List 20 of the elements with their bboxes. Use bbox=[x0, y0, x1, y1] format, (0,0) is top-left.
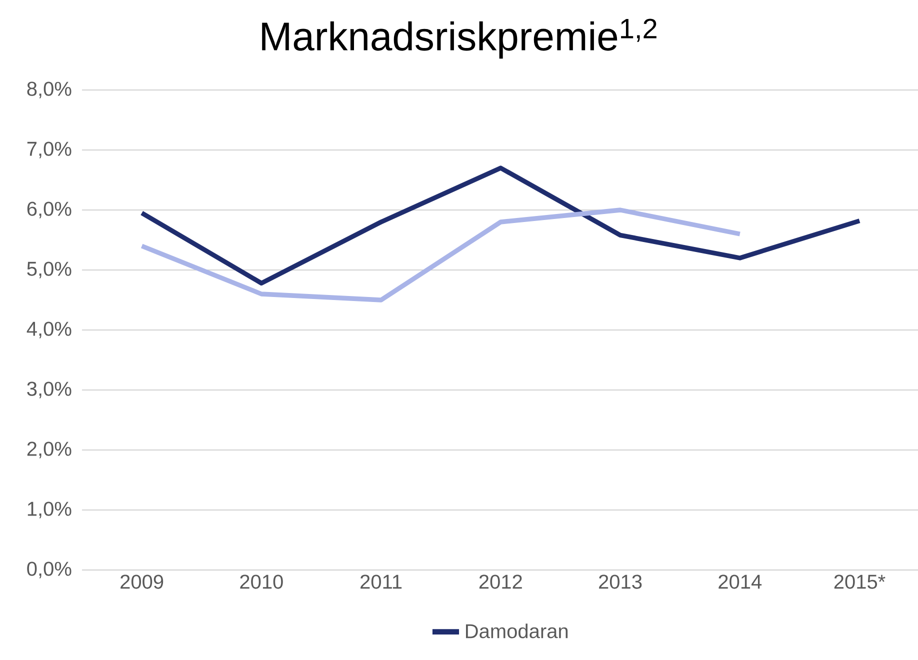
chart-title: Marknadsriskpremie$^{1,2}$ bbox=[262, 18, 656, 59]
x-tick-label: 2010 bbox=[240, 574, 283, 589]
y-tick-label: 7,0% bbox=[27, 142, 72, 158]
y-tick-label: 2,0% bbox=[27, 442, 72, 458]
x-tick-label: 2015* bbox=[834, 574, 886, 589]
x-tick-label: 2014 bbox=[718, 574, 762, 589]
y-tick-label: 8,0% bbox=[27, 82, 72, 98]
y-tick-label: 6,0% bbox=[27, 202, 72, 218]
y-tick-label: 4,0% bbox=[26, 322, 72, 338]
y-tick-label: 3,0% bbox=[27, 382, 72, 398]
x-tick-label: 2012 bbox=[479, 574, 522, 589]
x-tick-label: 2009 bbox=[120, 574, 164, 589]
line-series bbox=[139, 208, 742, 302]
y-tick-label: 5,0% bbox=[27, 262, 72, 278]
x-tick-label: 2013 bbox=[599, 574, 642, 589]
y-tick-label: 0,0% bbox=[27, 562, 72, 578]
legend-label: Damodaran bbox=[466, 624, 568, 638]
x-tick-label: 2011 bbox=[360, 574, 402, 589]
line-series bbox=[139, 166, 862, 286]
y-tick-label: 1,0% bbox=[28, 502, 72, 518]
